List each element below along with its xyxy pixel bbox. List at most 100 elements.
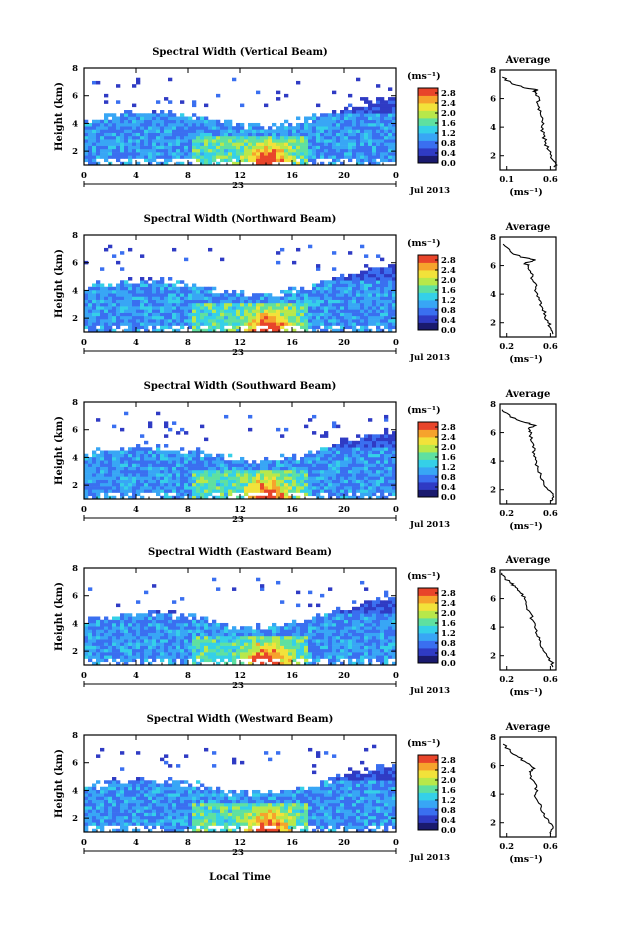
heatmap-cell xyxy=(200,479,205,484)
heatmap-cell xyxy=(116,135,121,140)
heatmap-cell xyxy=(180,642,185,646)
heatmap-cell xyxy=(356,606,361,611)
heatmap-cell xyxy=(392,100,397,104)
heatmap-cell xyxy=(388,616,393,621)
heatmap-cell xyxy=(148,302,153,307)
heatmap-cell xyxy=(184,486,189,490)
heatmap-cell xyxy=(172,113,177,117)
heatmap-cell xyxy=(356,482,361,487)
heatmap-cell xyxy=(364,139,369,143)
heatmap-cell xyxy=(260,309,265,313)
heatmap-cell xyxy=(232,129,237,133)
heatmap-cell xyxy=(180,456,185,461)
heatmap-cell xyxy=(132,622,137,627)
heatmap-cell xyxy=(368,309,373,313)
heatmap-cell xyxy=(384,635,389,640)
average-frame xyxy=(499,236,557,338)
heatmap-cell xyxy=(376,122,381,127)
heatmap-cell xyxy=(212,306,217,310)
heatmap-cell xyxy=(264,319,269,323)
heatmap-cell xyxy=(384,283,389,288)
heatmap-cell xyxy=(372,482,377,487)
heatmap-cell xyxy=(340,489,345,493)
heatmap-cell xyxy=(240,289,245,294)
heatmap-cell xyxy=(392,626,397,630)
heatmap-cell xyxy=(92,635,97,640)
colorbar-tick-label: 2.8 xyxy=(441,423,456,433)
heatmap-cell xyxy=(348,135,353,140)
heatmap-cell xyxy=(256,648,261,653)
heatmap-cell xyxy=(384,619,389,624)
heatmap-cell xyxy=(336,145,341,150)
heatmap-cell xyxy=(208,132,213,137)
heatmap-cell xyxy=(368,616,373,621)
heatmap-cell xyxy=(328,319,333,323)
heatmap-cell xyxy=(236,482,241,487)
heatmap-cell xyxy=(208,302,213,307)
heatmap-cell xyxy=(376,119,381,124)
heatmap-cell xyxy=(268,652,273,656)
heatmap-cell xyxy=(176,476,181,480)
heatmap-cell xyxy=(132,84,137,88)
heatmap-cell xyxy=(180,639,185,643)
x-tick-label: 0 xyxy=(81,338,87,348)
heatmap-cell xyxy=(392,122,397,127)
heatmap-cell xyxy=(280,325,285,330)
heatmap-cell xyxy=(88,145,93,150)
heatmap-cell xyxy=(152,629,157,633)
heatmap-cell xyxy=(112,495,117,500)
heatmap-cell xyxy=(172,600,177,604)
heatmap-cell xyxy=(384,273,389,278)
heatmap-cell xyxy=(212,126,217,130)
heatmap-cell xyxy=(272,325,277,330)
heatmap-cell xyxy=(120,479,125,484)
heatmap-cell xyxy=(324,616,329,621)
heatmap-cell xyxy=(96,306,101,310)
heatmap-cell xyxy=(192,289,197,294)
heatmap-cell xyxy=(120,456,125,461)
heatmap-cell xyxy=(304,652,309,656)
heatmap-cell xyxy=(88,476,93,480)
heatmap-cell xyxy=(356,273,361,278)
heatmap-cell xyxy=(344,622,349,627)
heatmap-cell xyxy=(96,148,101,153)
heatmap-cell xyxy=(236,161,241,166)
heatmap-cell xyxy=(100,622,105,627)
heatmap-cell xyxy=(280,495,285,500)
heatmap-cell xyxy=(132,466,137,471)
heatmap-cell xyxy=(344,299,349,304)
heatmap-cell xyxy=(212,658,217,663)
heatmap-cell xyxy=(340,444,345,448)
heatmap-cell xyxy=(236,152,241,156)
heatmap-cell xyxy=(88,658,93,663)
heatmap-cell xyxy=(328,161,333,166)
heatmap-cell xyxy=(116,453,121,458)
heatmap-cell xyxy=(104,632,109,637)
heatmap-cell xyxy=(292,142,297,146)
heatmap-cell xyxy=(340,306,345,310)
heatmap-cell xyxy=(344,486,349,490)
heatmap-cell xyxy=(100,312,105,317)
colorbar-tick-label: 2.8 xyxy=(441,89,456,99)
heatmap-cell xyxy=(108,283,113,288)
heatmap-cell xyxy=(244,469,249,474)
heatmap-cell xyxy=(360,606,365,611)
colorbar-segment xyxy=(418,432,438,435)
heatmap-cell xyxy=(124,655,129,659)
heatmap-cell xyxy=(100,460,105,464)
heatmap-cell xyxy=(380,110,385,114)
heatmap-cell xyxy=(212,158,217,163)
heatmap-cell xyxy=(92,469,97,474)
heatmap-cell xyxy=(284,319,289,323)
heatmap-cell xyxy=(96,286,101,291)
heatmap-cell xyxy=(132,469,137,474)
colorbar-segment xyxy=(418,287,438,291)
heatmap-cell xyxy=(352,106,357,111)
heatmap-cell xyxy=(156,622,161,627)
colorbar-segment xyxy=(418,105,438,109)
heatmap-cell xyxy=(352,613,357,617)
heatmap-cell xyxy=(176,460,181,464)
heatmap-cell xyxy=(96,466,101,471)
heatmap-cell xyxy=(312,155,317,159)
heatmap-cell xyxy=(252,463,257,467)
